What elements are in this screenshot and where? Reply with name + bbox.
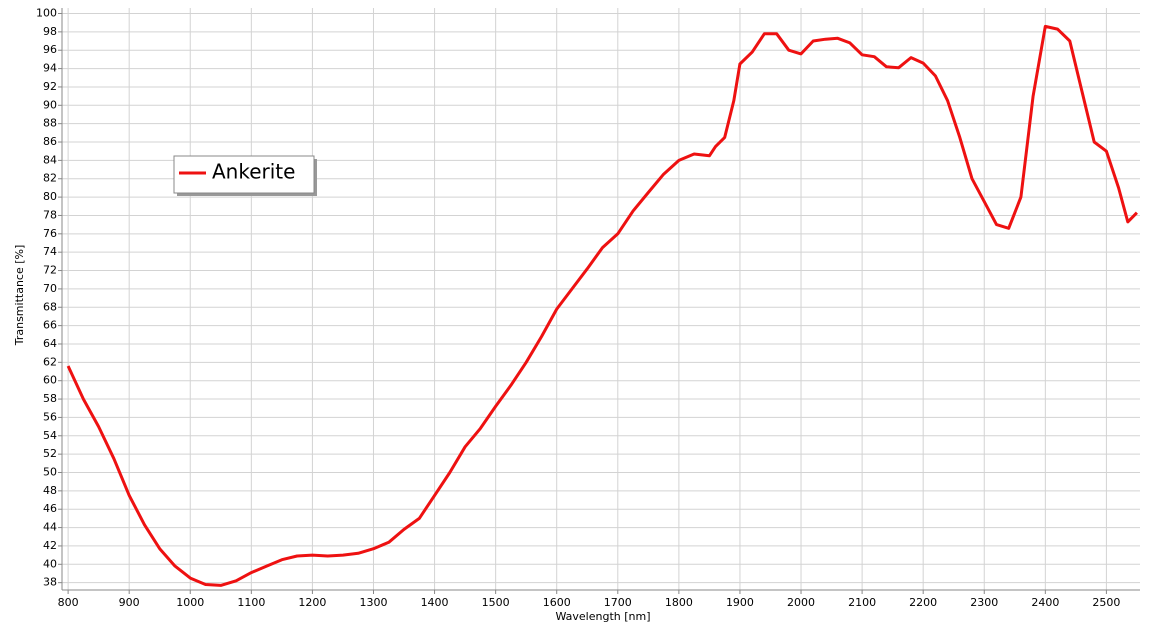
legend-label: Ankerite (212, 160, 295, 184)
y-tick-label: 82 (43, 172, 57, 185)
x-tick-label: 1200 (298, 596, 326, 609)
x-tick-label: 2200 (909, 596, 937, 609)
y-tick-label: 38 (43, 576, 57, 589)
y-tick-label: 60 (43, 374, 57, 387)
y-tick-label: 62 (43, 355, 57, 368)
y-tick-label: 80 (43, 190, 57, 203)
x-tick-label: 2100 (848, 596, 876, 609)
x-tick-label: 1000 (176, 596, 204, 609)
y-tick-label: 100 (36, 7, 57, 20)
y-tick-label: 72 (43, 264, 57, 277)
y-tick-label: 64 (43, 337, 57, 350)
x-tick-label: 2000 (787, 596, 815, 609)
y-tick-label: 88 (43, 117, 57, 130)
data-line (66, 24, 1138, 587)
y-tick-label: 46 (43, 502, 57, 515)
x-tick-label: 1700 (604, 596, 632, 609)
y-tick-label: 86 (43, 135, 57, 148)
y-tick-label: 66 (43, 319, 57, 332)
legend: Ankerite (173, 155, 317, 196)
x-tick-label: 900 (119, 596, 140, 609)
y-tick-label: 40 (43, 557, 57, 570)
x-tick-label: 2400 (1031, 596, 1059, 609)
x-tick-label: 1400 (421, 596, 449, 609)
y-tick-label: 74 (43, 245, 57, 258)
y-tick-label: 98 (43, 25, 57, 38)
y-tick-label: 48 (43, 484, 57, 497)
x-tick-label: 2500 (1092, 596, 1120, 609)
x-tick-label: 800 (58, 596, 79, 609)
y-tick-label: 92 (43, 80, 57, 93)
x-tick-label: 1300 (359, 596, 387, 609)
y-tick-label: 90 (43, 98, 57, 111)
y-tick-label: 78 (43, 208, 57, 221)
y-tick-label: 58 (43, 392, 57, 405)
y-tick-label: 52 (43, 447, 57, 460)
y-tick-label: 44 (43, 521, 57, 534)
y-tick-label: 50 (43, 465, 57, 478)
y-tick-label: 96 (43, 43, 57, 56)
x-tick-label: 1100 (237, 596, 265, 609)
y-tick-label: 42 (43, 539, 57, 552)
x-tick-label: 2300 (970, 596, 998, 609)
x-tick-label: 1500 (482, 596, 510, 609)
x-tick-label: 1800 (665, 596, 693, 609)
y-axis-label: Transmittance [%] (13, 245, 26, 347)
x-axis-label: Wavelength [nm] (555, 610, 650, 623)
y-tick-label: 54 (43, 429, 57, 442)
y-tick-label: 84 (43, 153, 57, 166)
x-tick-label: 1900 (726, 596, 754, 609)
y-tick-label: 94 (43, 62, 57, 75)
y-tick-label: 76 (43, 227, 57, 240)
y-tick-label: 70 (43, 282, 57, 295)
x-tick-label: 1600 (543, 596, 571, 609)
y-tick-label: 68 (43, 300, 57, 313)
y-tick-label: 56 (43, 410, 57, 423)
